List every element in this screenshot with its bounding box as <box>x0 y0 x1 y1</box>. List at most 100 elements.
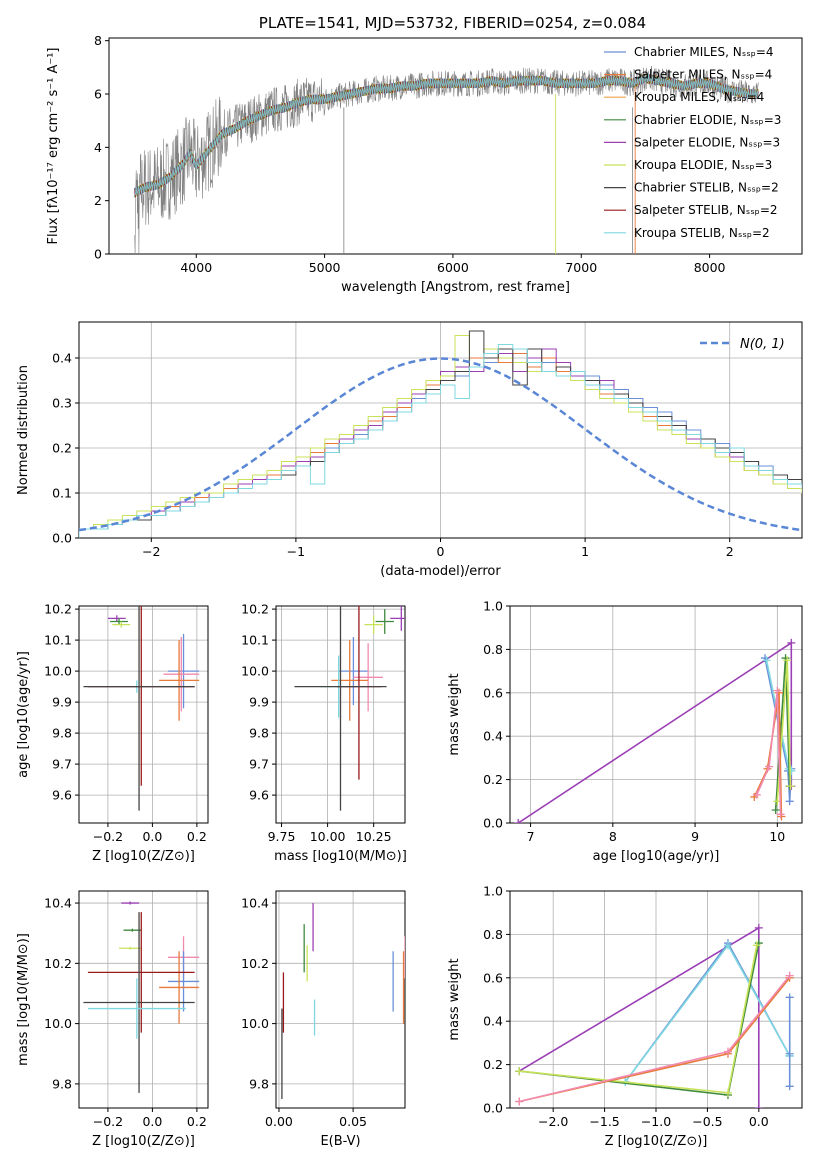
y-tick-label: 0.2 <box>483 772 503 787</box>
y-tick-label: 0.8 <box>483 642 503 657</box>
errorbar-point <box>159 640 200 721</box>
weight-line <box>517 641 793 823</box>
legend-label: Salpeter STELIB, Nₛₛₚ=2 <box>634 203 778 217</box>
histogram-step <box>79 344 802 538</box>
errorbar-points <box>83 901 200 1093</box>
x-tick-label: 1 <box>581 544 589 559</box>
x-tick-label: 0.0 <box>749 1114 769 1129</box>
y-tick-label: 0.1 <box>52 486 72 501</box>
y-tick-label: 10.4 <box>241 896 269 911</box>
y-tick-label: 10.1 <box>241 633 269 648</box>
x-tick-label: 5000 <box>309 260 341 275</box>
weight-marker <box>773 686 782 695</box>
weight-marker <box>785 797 794 806</box>
weight-lines <box>514 638 796 823</box>
y-tick-label: 9.9 <box>52 695 72 710</box>
x-tick-label: 0.2 <box>187 829 207 844</box>
x-axis-label: Z [log10(Z/Z⊙)] <box>92 849 195 864</box>
y-tick-label: 0.0 <box>52 531 72 546</box>
y-tick-label: 9.8 <box>52 1076 72 1091</box>
weight-line <box>519 977 791 1103</box>
weight-marker <box>515 1097 524 1106</box>
y-tick-label: 10.1 <box>44 633 72 648</box>
x-axis-label: age [log10(age/yr)] <box>593 849 720 864</box>
y-tick-label: 10.0 <box>241 664 269 679</box>
plot-frame <box>108 37 803 255</box>
y-tick-label: 10.2 <box>44 602 72 617</box>
errorbar-point <box>364 615 383 634</box>
x-tick-label: −0.2 <box>93 829 123 844</box>
y-axis-label: Flux [fλ10⁻¹⁷ erg cm⁻² s⁻¹ A⁻¹] <box>46 48 61 245</box>
y-tick-label: 9.7 <box>249 757 269 772</box>
legend-label: Kroupa MILES, Nₛₛₚ=4 <box>634 90 764 104</box>
x-tick-label: −0.2 <box>93 1114 123 1129</box>
x-axis-label: wavelength [Angstrom, rest frame] <box>341 280 570 295</box>
errorbar-point <box>331 640 369 721</box>
legend: Chabrier MILES, Nₛₛₚ=4 Salpeter MILES, Nₛ… <box>604 45 781 240</box>
y-tick-label: 0.4 <box>483 1014 503 1029</box>
errorbar-point <box>87 912 195 1033</box>
histogram-series <box>79 330 802 538</box>
weight-marker <box>786 782 795 791</box>
y-tick-label: 10.2 <box>241 956 269 971</box>
weight-marker <box>765 762 774 771</box>
weight-marker <box>776 810 785 819</box>
x-tick-label: 0.00 <box>265 1114 293 1129</box>
errorbar-point <box>167 951 200 1012</box>
legend-label: Chabrier MILES, Nₛₛₚ=4 <box>634 45 774 59</box>
x-tick-label: −1.5 <box>589 1114 619 1129</box>
weight-marker <box>785 993 794 1002</box>
panel-2-axes: −0.2 0.0 0.2 9.6 9.7 9.8 9.9 10.0 10.1 10.2 Z [log… <box>16 602 209 864</box>
weight-marker <box>723 1088 732 1097</box>
x-axis-label: Z [log10(Z/Z⊙)] <box>605 1134 708 1149</box>
y-tick-label: 0.2 <box>52 441 72 456</box>
x-tick-label: −1 <box>287 544 305 559</box>
weight-marker <box>785 971 794 980</box>
histogram-step <box>79 353 802 538</box>
weight-line <box>519 945 758 1094</box>
y-tick-label: 10.0 <box>44 664 72 679</box>
errorbar-point <box>121 901 140 905</box>
x-tick-label: 8 <box>609 829 617 844</box>
y-tick-label: 0.6 <box>483 685 503 700</box>
plot-frame <box>509 605 803 824</box>
x-tick-label: −2 <box>142 544 160 559</box>
y-tick-label: 1.0 <box>483 884 503 899</box>
y-tick-label: 10.0 <box>44 1016 72 1031</box>
y-tick-label: 0.8 <box>483 927 503 942</box>
errorbar-points <box>281 903 405 1099</box>
errorbar-point <box>375 609 394 634</box>
weight-marker <box>752 941 761 950</box>
x-tick-label: −2.0 <box>538 1114 568 1129</box>
y-tick-label: 9.8 <box>249 726 269 741</box>
panel-3-axes: 9.75 10.00 10.25 9.6 9.7 9.8 9.9 10.0 10.1 10.2 ma… <box>241 602 407 864</box>
y-tick-label: 10.4 <box>44 896 72 911</box>
legend-label: Chabrier STELIB, Nₛₛₚ=2 <box>634 181 779 195</box>
x-tick-label: 9.75 <box>268 829 296 844</box>
x-tick-label: 6000 <box>437 260 469 275</box>
weight-marker <box>723 941 732 950</box>
y-axis-label: age [log10(age/yr)] <box>16 651 31 778</box>
errorbar-point <box>83 606 195 811</box>
y-axis-label: Normed distribution <box>16 365 31 495</box>
y-tick-label: 0.6 <box>483 970 503 985</box>
y-tick-label: 2 <box>94 193 102 208</box>
y-tick-label: 0.2 <box>483 1057 503 1072</box>
panel-0-axes: 4000 5000 6000 7000 8000 0 2 4 6 8 wavelength [Ang… <box>46 33 803 295</box>
x-tick-label: 9 <box>691 829 699 844</box>
weight-marker <box>514 819 523 823</box>
weight-marker <box>771 805 780 814</box>
x-tick-label: 0.05 <box>339 1114 367 1129</box>
legend-label: N(0, 1) <box>740 337 785 352</box>
errorbar-point <box>294 606 387 811</box>
y-tick-label: 4 <box>94 140 102 155</box>
histogram-step <box>79 335 802 538</box>
weight-marker <box>785 1049 794 1058</box>
errorbar-point <box>83 912 195 1093</box>
y-tick-label: 6 <box>94 87 102 102</box>
y-tick-label: 9.8 <box>249 1076 269 1091</box>
weight-marker <box>754 923 763 932</box>
legend-label: Kroupa STELIB, Nₛₛₚ=2 <box>634 226 770 240</box>
x-tick-label: 0.2 <box>187 1114 207 1129</box>
